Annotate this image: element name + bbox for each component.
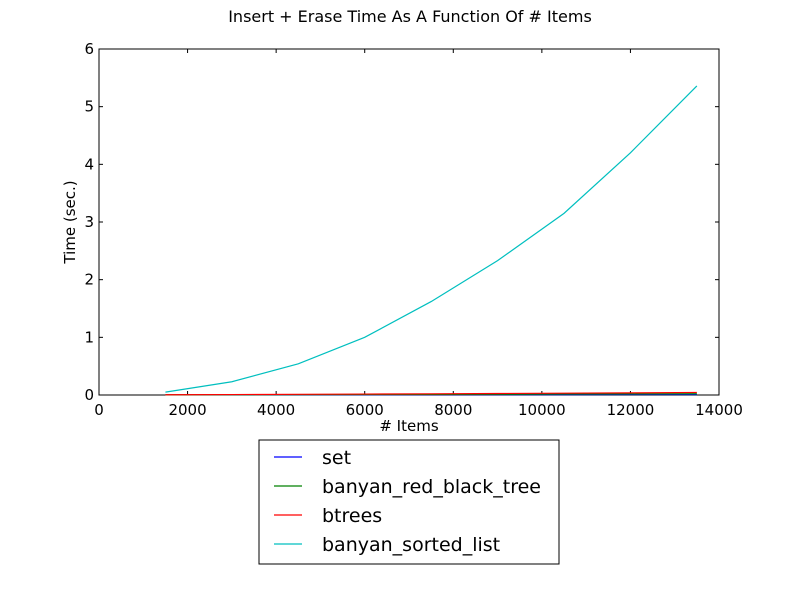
x-axis-label: # Items <box>379 417 438 435</box>
legend-label: banyan_sorted_list <box>322 534 500 556</box>
x-tick-label: 10000 <box>518 401 566 419</box>
series-line-banyan_sorted_list <box>165 85 698 393</box>
x-tick-label: 6000 <box>346 401 384 419</box>
chart-title: Insert + Erase Time As A Function Of # I… <box>228 7 592 26</box>
y-tick-label: 3 <box>84 213 94 231</box>
y-tick-label: 5 <box>84 98 94 116</box>
y-tick-label: 4 <box>84 155 94 173</box>
y-tick-label: 0 <box>84 386 94 404</box>
x-tick-label: 0 <box>94 401 104 419</box>
legend-label: set <box>322 447 351 469</box>
x-tick-label: 4000 <box>257 401 295 419</box>
series-line-btrees <box>165 391 697 396</box>
y-axis-label: Time (sec.) <box>61 180 79 264</box>
x-tick-label: 2000 <box>168 401 206 419</box>
series-lines <box>165 85 698 396</box>
plot-frame <box>98 48 720 396</box>
axis-ticks: 0 2000 4000 6000 8000 10000 12000 14000 0 1 2 3 4 5 6 <box>84 40 742 419</box>
y-tick-label: 6 <box>84 40 94 58</box>
y-tick-label: 1 <box>84 328 94 346</box>
y-tick-label: 2 <box>84 271 94 289</box>
x-tick-label: 8000 <box>434 401 472 419</box>
legend-label: banyan_red_black_tree <box>322 476 541 498</box>
x-tick-label: 12000 <box>607 401 655 419</box>
x-tick-label: 14000 <box>695 401 743 419</box>
legend-label: btrees <box>322 505 382 527</box>
legend-box <box>258 439 560 565</box>
